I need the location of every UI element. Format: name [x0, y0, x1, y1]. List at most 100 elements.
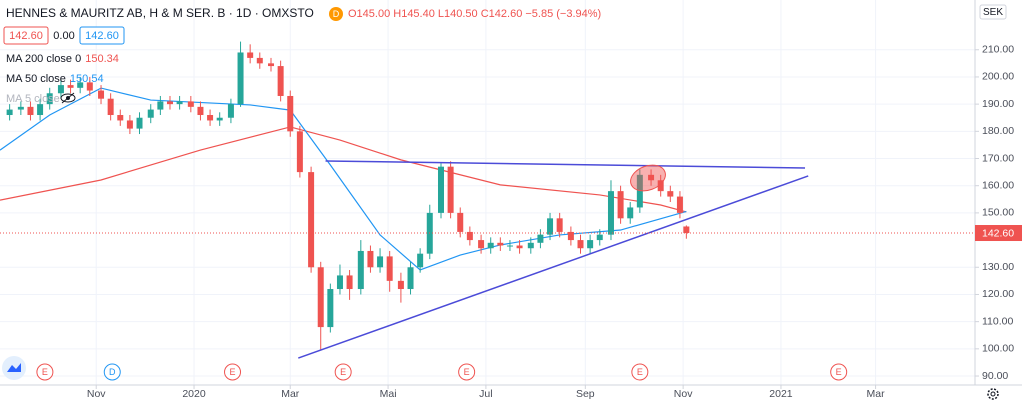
candle-body: [107, 98, 114, 116]
candle-body: [466, 231, 473, 241]
candle-body: [527, 242, 534, 249]
candle-body: [237, 52, 244, 105]
y-tick-label: 150.00: [982, 207, 1014, 219]
candle-body: [197, 106, 204, 116]
settings-icon[interactable]: [987, 388, 999, 400]
event-marker: [334, 363, 352, 381]
y-tick-label: 110.00: [982, 315, 1013, 327]
input-box[interactable]: [3, 26, 49, 45]
candle-body: [627, 207, 634, 219]
candle-body: [6, 109, 13, 116]
candle-body: [126, 120, 133, 129]
candle-body: [176, 101, 183, 105]
candle-body: [683, 226, 690, 234]
event-marker: [224, 363, 242, 381]
candle-body: [216, 117, 223, 121]
event-label: E: [464, 367, 470, 377]
x-tick-label: Nov: [87, 388, 106, 400]
legend-name: MA 50 close: [6, 73, 66, 85]
y-tick-label: 210.00: [982, 44, 1014, 56]
x-tick-label: Mar: [867, 388, 886, 400]
candle-body: [516, 245, 523, 249]
candle-body: [547, 218, 554, 235]
candle-body: [136, 117, 143, 129]
event-marker: [631, 363, 649, 381]
input-box[interactable]: [79, 26, 125, 45]
candle-body: [497, 242, 504, 246]
last-price-label: 142.60: [982, 227, 1014, 239]
y-tick-label: 160.00: [982, 179, 1014, 191]
gear: [987, 388, 999, 400]
currency-box[interactable]: [979, 4, 1007, 20]
candle-body: [457, 212, 464, 232]
candle-body: [407, 267, 414, 290]
candle-body: [636, 174, 643, 208]
x-tick-label: Nov: [674, 388, 693, 400]
candle-body: [437, 166, 444, 213]
x-tick-label: 2020: [182, 388, 206, 400]
candle-body: [506, 245, 513, 247]
candle-body: [317, 267, 324, 328]
legend: MA 200 close 0 150.34 MA 50 close 150.54 MA …: [6, 53, 119, 105]
candle-body: [287, 95, 294, 132]
candle-body: [577, 240, 584, 249]
candle-body: [256, 57, 263, 64]
candle-body: [308, 172, 315, 268]
axes: 90.00 100.00 110.00 120.00 130.00 150.00 160.0…: [87, 44, 1022, 400]
candle-body: [227, 104, 234, 118]
candle-body: [357, 250, 364, 290]
candle-body: [57, 85, 64, 94]
candle-body: [77, 82, 84, 88]
logo[interactable]: [2, 356, 26, 380]
input-ask: 142.60: [85, 30, 119, 42]
trendline: [325, 160, 806, 169]
candle-body: [247, 52, 254, 58]
candle-body: [596, 234, 603, 241]
event-marker: [36, 363, 54, 381]
x-tick-label: Mar: [281, 388, 300, 400]
candle-body: [556, 218, 563, 232]
highlight-ellipse: [630, 164, 666, 192]
event-label: D: [109, 367, 116, 377]
grid: [0, 0, 975, 385]
title: HENNES & MAURITZ AB, H & M SER. B · 1D ·…: [6, 6, 314, 20]
candle-body: [37, 104, 44, 116]
candle-body: [296, 131, 303, 173]
candle-body: [327, 289, 334, 328]
y-tick-label: 90.00: [982, 370, 1008, 382]
candle-body: [336, 275, 343, 290]
eye-icon[interactable]: [60, 92, 76, 104]
candle-body: [567, 231, 574, 241]
eye-outline: [60, 93, 76, 103]
candle-body: [417, 253, 424, 268]
candle-body: [147, 109, 154, 118]
event-marker: [830, 363, 848, 381]
candle-body: [667, 191, 674, 197]
x-tick-label: Mai: [380, 388, 397, 400]
event-marker: [103, 363, 121, 381]
candle-body: [657, 180, 664, 192]
y-tick-label: 130.00: [982, 261, 1014, 273]
y-tick-label: 100.00: [982, 343, 1014, 355]
input-spread: 0.00: [53, 30, 74, 42]
candle-body: [346, 275, 353, 290]
candle-body: [27, 106, 34, 116]
candle-body: [607, 191, 614, 235]
interval-badge: D: [333, 9, 340, 19]
last-price-badge: [975, 225, 1022, 242]
candle-body: [277, 66, 284, 96]
candle-body: [587, 240, 594, 249]
candle-body: [86, 82, 93, 91]
legend-value: 150.54: [70, 73, 104, 85]
event-label: E: [42, 367, 48, 377]
candle-body: [46, 93, 53, 105]
trendline: [298, 175, 809, 359]
candle-body: [537, 234, 544, 243]
y-tick-label: 120.00: [982, 288, 1014, 300]
event-marker: [458, 363, 476, 381]
ohlc: O145.00 H145.40 L140.50 C142.60 −5.85 (−…: [348, 8, 601, 20]
eye-strike: [61, 92, 75, 104]
legend-value: 150.34: [85, 53, 119, 65]
currency: SEK: [983, 7, 1003, 18]
